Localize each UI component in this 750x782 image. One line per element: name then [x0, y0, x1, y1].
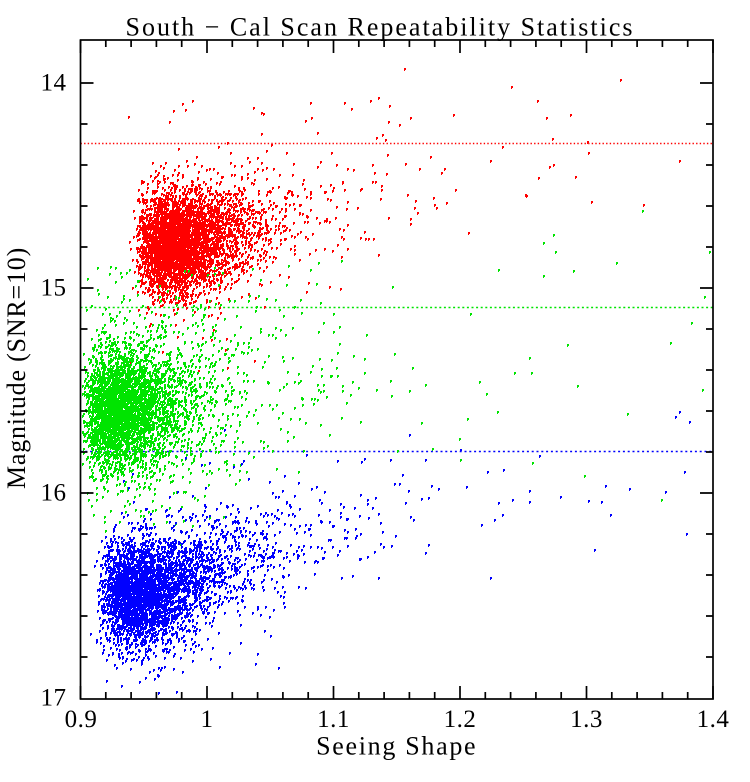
svg-text:1: 1 — [201, 706, 214, 733]
svg-text:0.9: 0.9 — [65, 706, 98, 733]
svg-text:17: 17 — [41, 685, 67, 712]
svg-text:1.4: 1.4 — [697, 706, 730, 733]
svg-text:South − Cal Scan Repeatability: South − Cal Scan Repeatability Statistic… — [125, 13, 634, 42]
svg-text:1.1: 1.1 — [317, 706, 350, 733]
svg-text:14: 14 — [41, 70, 67, 97]
svg-text:16: 16 — [41, 480, 67, 507]
svg-text:Magnitude (SNR=10): Magnitude (SNR=10) — [2, 247, 31, 489]
svg-text:1.3: 1.3 — [570, 706, 603, 733]
svg-text:Seeing Shape: Seeing Shape — [316, 732, 477, 761]
svg-text:15: 15 — [41, 275, 67, 302]
svg-text:1.2: 1.2 — [444, 706, 477, 733]
